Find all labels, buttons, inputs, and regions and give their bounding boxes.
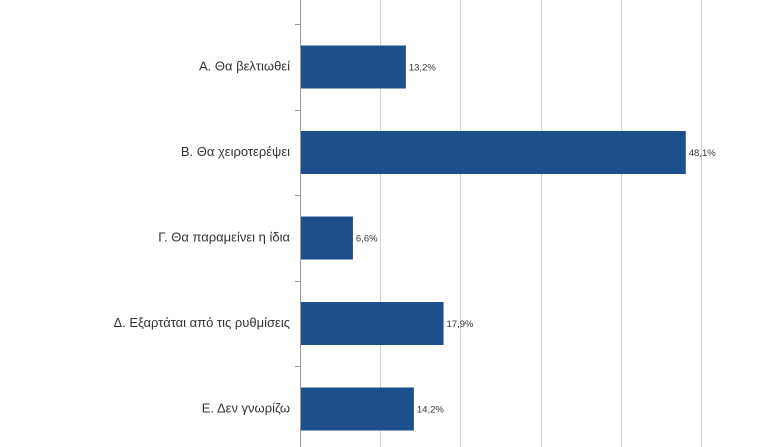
bar <box>301 302 444 345</box>
bar <box>301 387 414 431</box>
category-label: Β. Θα χειροτερέψει <box>181 144 290 159</box>
data-label: 48,1% <box>689 148 716 159</box>
category-axis <box>295 0 301 447</box>
data-label: 17,9% <box>447 319 474 330</box>
category-label: Ε. Δεν γνωρίζω <box>202 400 290 415</box>
bars <box>301 45 686 431</box>
bar <box>301 216 353 260</box>
bar <box>301 45 406 89</box>
category-label: Γ. Θα παραμείνει η ίδια <box>158 229 290 244</box>
data-labels: 13,2% 48,1% 6,6% 17,9% 14,2% <box>356 63 716 416</box>
gridlines <box>380 0 702 447</box>
data-label: 6,6% <box>356 234 378 245</box>
bar <box>301 131 686 174</box>
category-label: Δ. Εξαρτάται από τις ρυθμίσεις <box>113 315 290 330</box>
data-label: 14,2% <box>417 405 444 416</box>
data-label: 13,2% <box>409 63 436 74</box>
category-label: Α. Θα βελτιωθεί <box>199 58 290 73</box>
category-labels: Α. Θα βελτιωθεί Β. Θα χειροτερέψει Γ. Θα π… <box>113 58 290 415</box>
